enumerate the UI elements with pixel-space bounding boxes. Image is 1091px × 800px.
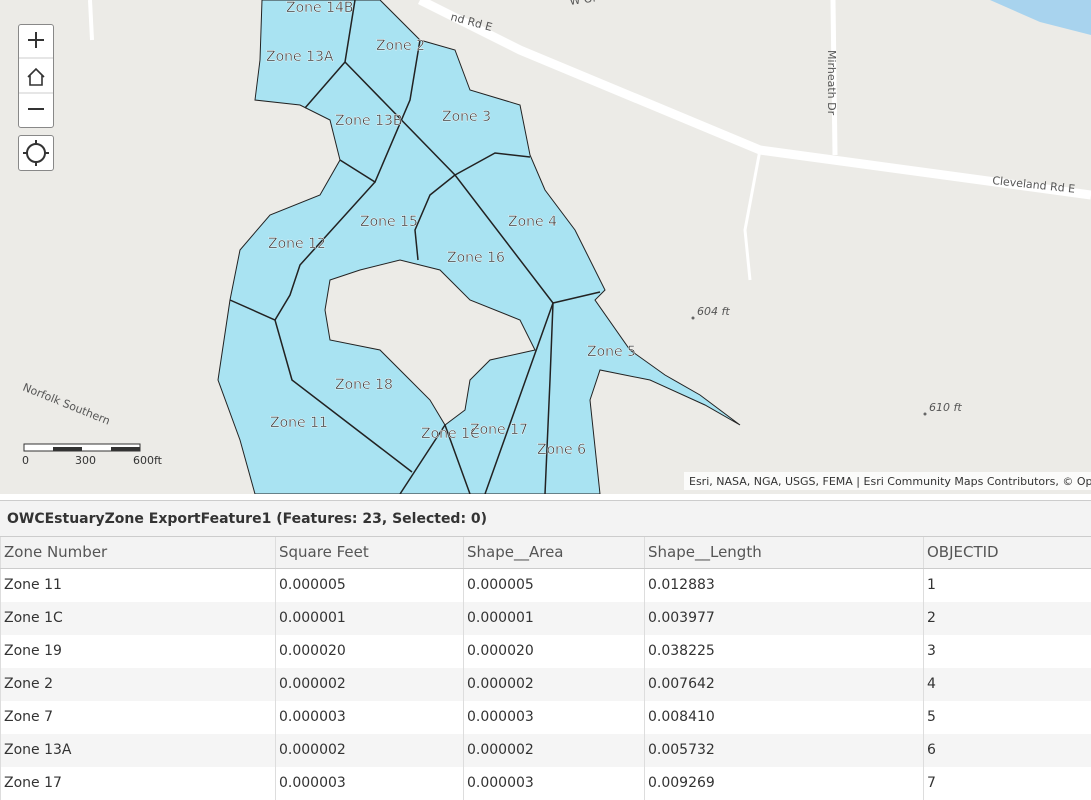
scale-label: 600ft	[133, 454, 163, 467]
zone-label: Zone 2	[376, 38, 425, 54]
attribution-background	[684, 472, 1091, 490]
road-label: W Ol	[569, 0, 597, 8]
attribute-table: OWCEstuaryZone ExportFeature1 (Features:…	[0, 500, 1091, 800]
table-cell: 0.012883	[644, 569, 923, 602]
zone-boundaries	[229, 0, 601, 494]
table-cell: 0.000002	[275, 668, 463, 701]
table-cell: 0.005732	[644, 734, 923, 767]
table-row[interactable]: Zone 7 0.000003 0.000003 0.008410 5	[0, 701, 1091, 734]
table-cell: 0.000005	[275, 569, 463, 602]
column-header[interactable]: Shape__Length	[644, 537, 923, 568]
elevation-point	[923, 412, 927, 416]
scale-bar	[111, 447, 140, 451]
table-cell: 2	[923, 602, 1091, 635]
table-cell: Zone 2	[0, 668, 275, 701]
table-cell: 0.000003	[463, 767, 644, 800]
zone-label: Zone 4	[508, 214, 557, 230]
zone-label: Zone 3	[442, 109, 491, 125]
table-row[interactable]: Zone 11 0.000005 0.000005 0.012883 1	[0, 569, 1091, 602]
scale-label: 300	[75, 454, 96, 467]
table-cell: 0.000001	[463, 602, 644, 635]
zone-label: Zone 13B	[335, 113, 403, 129]
column-header[interactable]: Shape__Area	[463, 537, 644, 568]
table-row[interactable]: Zone 2 0.000002 0.000002 0.007642 4	[0, 668, 1091, 701]
table-row[interactable]: Zone 13A 0.000002 0.000002 0.005732 6	[0, 734, 1091, 767]
table-cell: 6	[923, 734, 1091, 767]
scale-bar	[53, 447, 82, 451]
table-cell: 0.000001	[275, 602, 463, 635]
zone-area[interactable]	[217, 0, 741, 494]
table-cell: Zone 7	[0, 701, 275, 734]
table-cell: 0.003977	[644, 602, 923, 635]
table-cell: 0.038225	[644, 635, 923, 668]
table-cell: 0.000005	[463, 569, 644, 602]
table-cell: 3	[923, 635, 1091, 668]
zone-label: Zone 14B	[286, 0, 354, 16]
zone-label: Zone 5	[587, 344, 636, 360]
table-cell: 0.008410	[644, 701, 923, 734]
table-cell: 4	[923, 668, 1091, 701]
zone-label: Zone 12	[268, 236, 326, 252]
map[interactable]: Esri, NASA, NGA, USGS, FEMA | Esri Commu…	[0, 0, 1091, 494]
column-header[interactable]: OBJECTID	[923, 537, 1091, 568]
table-cell: Zone 19	[0, 635, 275, 668]
column-header[interactable]: Zone Number	[0, 537, 275, 568]
locate-button[interactable]	[19, 136, 53, 170]
road	[830, 0, 838, 156]
table-cell: 0.000020	[275, 635, 463, 668]
table-cell: 0.009269	[644, 767, 923, 800]
locate-control	[18, 135, 54, 171]
table-cell: 0.000002	[275, 734, 463, 767]
road-label: Mirheath Dr	[825, 50, 838, 116]
table-header: Zone Number Square Feet Shape__Area Shape__…	[0, 537, 1091, 569]
home-button[interactable]	[27, 67, 45, 86]
zone-label: Zone 11	[270, 415, 328, 431]
elevation-point	[691, 316, 695, 320]
table-cell: 1	[923, 569, 1091, 602]
table-cell: 0.000020	[463, 635, 644, 668]
table-cell: 0.000003	[275, 767, 463, 800]
column-header[interactable]: Square Feet	[275, 537, 463, 568]
table-cell: Zone 11	[0, 569, 275, 602]
road	[743, 149, 762, 281]
zone-label: Zone 15	[360, 214, 418, 230]
table-cell: 0.000002	[463, 668, 644, 701]
table-row[interactable]: Zone 19 0.000020 0.000020 0.038225 3	[0, 635, 1091, 668]
lake	[990, 0, 1091, 35]
zoom-icons	[19, 32, 53, 110]
scale-label: 0	[22, 454, 29, 467]
table-cell: 5	[923, 701, 1091, 734]
table-row[interactable]: Zone 17 0.000003 0.000003 0.009269 7	[0, 767, 1091, 800]
zone-label: Zone 17	[470, 422, 528, 438]
zoom-controls	[18, 24, 54, 128]
table-cell: 0.000003	[463, 701, 644, 734]
table-cell: 0.000002	[463, 734, 644, 767]
table-cell: 0.007642	[644, 668, 923, 701]
zone-label: Zone 1C	[421, 426, 480, 442]
elevation-label: 610 ft	[929, 401, 962, 414]
table-cell: 7	[923, 767, 1091, 800]
table-body: Zone Number Square Feet Shape__Area Shape__…	[0, 537, 1091, 800]
zoom-in-button[interactable]	[28, 32, 44, 48]
zone-label: Zone 13A	[266, 49, 334, 65]
road	[88, 0, 94, 41]
attribution: Esri, NASA, NGA, USGS, FEMA | Esri Commu…	[689, 475, 1091, 488]
table-cell: Zone 13A	[0, 734, 275, 767]
zone-label: Zone 16	[447, 250, 505, 266]
elevation-label: 604 ft	[697, 305, 730, 318]
zone-label: Zone 6	[537, 442, 586, 458]
road	[417, 0, 1091, 200]
table-cell: Zone 1C	[0, 602, 275, 635]
table-cell: 0.000003	[275, 701, 463, 734]
table-row[interactable]: Zone 1C 0.000001 0.000001 0.003977 2	[0, 602, 1091, 635]
table-title: OWCEstuaryZone ExportFeature1 (Features:…	[0, 501, 1091, 537]
table-cell: Zone 17	[0, 767, 275, 800]
zone-label: Zone 18	[335, 377, 393, 393]
